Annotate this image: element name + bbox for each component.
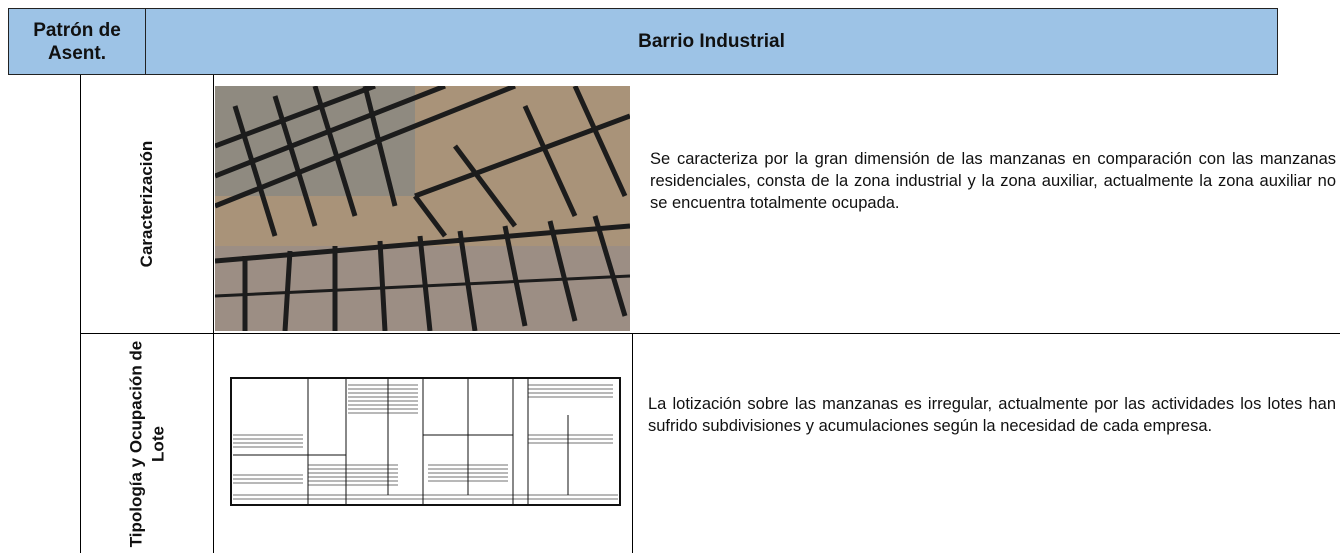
- border: [80, 333, 1340, 334]
- aerial-streets: [215, 86, 630, 331]
- border: [80, 75, 81, 553]
- row-label-cell: Caracterización: [81, 75, 213, 333]
- header-cell: Patrón de Asent.: [8, 8, 146, 75]
- street: [413, 86, 630, 238]
- row-description: La lotización sobre las manzanas es irre…: [648, 395, 1336, 435]
- lot-lines: [233, 378, 569, 505]
- lot-outline: [230, 377, 621, 506]
- street: [215, 274, 630, 298]
- header-title-cell: Barrio Industrial: [145, 8, 1278, 75]
- street: [215, 86, 446, 237]
- aerial-image: [215, 86, 630, 331]
- row-label: Caracterización: [137, 140, 156, 268]
- row-label-cell: Tipología y Ocupación de Lote: [81, 334, 213, 553]
- row-description: Se caracteriza por la gran dimensión de …: [650, 150, 1336, 212]
- header-title: Barrio Industrial: [638, 30, 785, 52]
- settlement-pattern: Patrón de Asent.: [33, 19, 121, 64]
- row-label: Tipología y Ocupación de Lote: [126, 340, 167, 547]
- border: [632, 333, 633, 553]
- lot-line: [233, 378, 569, 505]
- border: [213, 75, 214, 553]
- street: [215, 86, 516, 209]
- lot-plan-image: [230, 377, 621, 506]
